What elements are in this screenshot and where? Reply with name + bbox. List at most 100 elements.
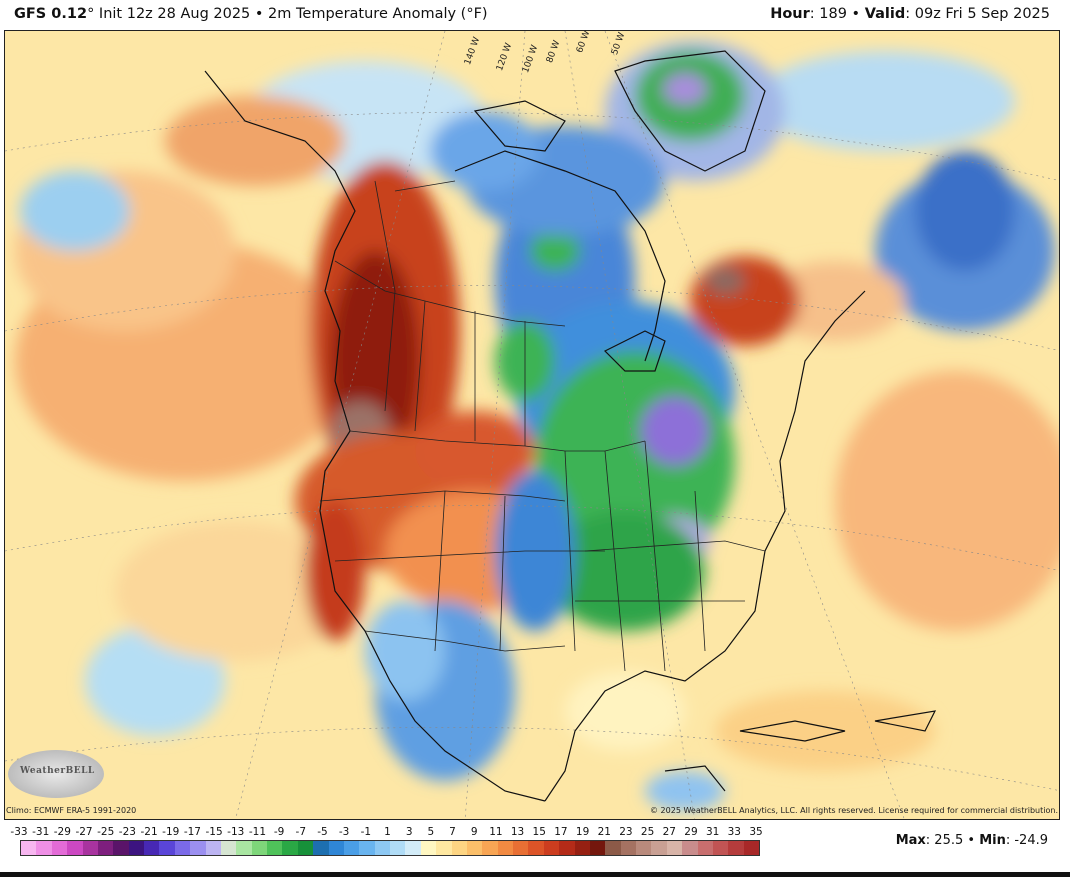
colorbar-swatch (513, 841, 529, 855)
colorbar-swatch (405, 841, 421, 855)
colorbar-tick-label: -25 (97, 826, 115, 838)
colorbar-swatch (144, 841, 160, 855)
colorbar-swatch (497, 841, 513, 855)
min-label: Min (979, 833, 1006, 848)
colorbar-tick-label: 21 (597, 826, 611, 838)
colorbar-tick-label: -11 (248, 826, 267, 838)
colorbar-tick-label: 27 (662, 826, 676, 838)
colorbar-swatch (697, 841, 713, 855)
colorbar-tick-label: 15 (532, 826, 546, 838)
colorbar-swatch (328, 841, 344, 855)
colorbar-swatch (374, 841, 390, 855)
colorbar-swatch (420, 841, 437, 855)
model-name: GFS 0.12 (14, 6, 88, 22)
colorbar-tick-label: -19 (162, 826, 180, 838)
colorbar-swatch (528, 841, 544, 855)
borders (319, 180, 766, 672)
colorbar-swatch (205, 841, 221, 855)
colorbar-tick-label: 11 (489, 826, 503, 838)
colorbar-tick-label: 29 (684, 826, 698, 838)
colorbar-tick-label: 25 (640, 826, 655, 838)
climo-note: Climo: ECMWF ERA-5 1991-2020 (6, 806, 137, 815)
max-value: : 25.5 • (925, 833, 980, 848)
colorbar-swatch (113, 841, 129, 855)
colorbar-tick-label: 9 (470, 826, 478, 838)
colorbar-swatch (482, 841, 498, 855)
colorbar-tick-label: 33 (727, 826, 741, 838)
max-min-readout: Max: 25.5 • Min: -24.9 (896, 833, 1048, 848)
copyright-note: © 2025 WeatherBELL Analytics, LLC. All r… (650, 806, 1058, 815)
colorbar-tick-label: 31 (705, 826, 720, 838)
colorbar-tick-label: -9 (273, 826, 285, 838)
logo-text: WeatherBELL (20, 766, 95, 776)
colorbar-swatch (97, 841, 114, 855)
title-right: Hour: 189 • Valid: 09z Fri 5 Sep 2025 (770, 6, 1050, 22)
colorbar-tick-label: 23 (619, 826, 633, 838)
title-left: GFS 0.12° Init 12z 28 Aug 2025 • 2m Temp… (14, 6, 488, 22)
anomaly-map: 140 W 120 W 100 W 80 W 60 W 50 W (4, 30, 1060, 820)
bottom-rule (0, 872, 1070, 877)
colorbar (20, 840, 760, 856)
colorbar-tick-labels: -33 -31 -29 -27 -25 -23 -21 -19 -17 -15 -13 -11 -9 -7… (10, 826, 770, 840)
min-value: : -24.9 (1005, 833, 1048, 848)
colorbar-swatch (36, 841, 52, 855)
colorbar-tick-label: -17 (183, 826, 201, 838)
colorbar-swatch (466, 841, 483, 855)
colorbar-swatch (159, 841, 175, 855)
anomaly-fill (15, 41, 1059, 811)
colorbar-tick-label: -23 (118, 826, 136, 838)
colorbar-tick-label: -1 (360, 826, 372, 838)
colorbar-swatch (21, 841, 37, 855)
colorbar-tick-label: 35 (749, 826, 763, 838)
colorbar-swatch (574, 841, 590, 855)
colorbar-swatch (220, 841, 237, 855)
colorbar-swatch (682, 841, 698, 855)
colorbar-swatch (451, 841, 467, 855)
colorbar-swatch (251, 841, 267, 855)
colorbar-swatch (190, 841, 206, 855)
hour-label: Hour (770, 6, 810, 22)
colorbar-swatch (605, 841, 621, 855)
hour-value: : 189 • (809, 6, 865, 22)
colorbar-swatch (267, 841, 283, 855)
init-and-field: ° Init 12z 28 Aug 2025 • 2m Temperature … (87, 6, 488, 22)
colorbar-tick-label: -27 (75, 826, 93, 838)
colorbar-swatch (651, 841, 667, 855)
colorbar-swatch (436, 841, 452, 855)
colorbar-tick-label: 19 (575, 826, 590, 838)
colorbar-tick-label: -7 (295, 826, 307, 838)
colorbar-swatch (666, 841, 683, 855)
colorbar-swatch (297, 841, 314, 855)
colorbar-swatch (51, 841, 68, 855)
colorbar-tick-label: 3 (405, 826, 413, 838)
colorbar-swatch (82, 841, 98, 855)
colorbar-swatch (359, 841, 375, 855)
colorbar-tick-label: -31 (32, 826, 50, 838)
colorbar-tick-label: 7 (449, 826, 456, 838)
colorbar-tick-label: 5 (427, 826, 435, 838)
colorbar-swatch (313, 841, 329, 855)
colorbar-tick-label: -3 (338, 826, 350, 838)
colorbar-swatch (743, 841, 759, 855)
colorbar-swatch (589, 841, 606, 855)
colorbar-swatch (236, 841, 252, 855)
colorbar-tick-label: -5 (317, 826, 328, 838)
colorbar-swatch (728, 841, 744, 855)
colorbar-swatch (174, 841, 191, 855)
colorbar-tick-label: -33 (10, 826, 28, 838)
anomaly-map-canvas (5, 31, 1059, 819)
map-header: GFS 0.12° Init 12z 28 Aug 2025 • 2m Temp… (0, 0, 1070, 30)
colorbar-swatch (559, 841, 575, 855)
colorbar-swatch (390, 841, 406, 855)
colorbar-swatch (620, 841, 636, 855)
colorbar-swatch (543, 841, 560, 855)
colorbar-swatch (343, 841, 360, 855)
colorbar-swatch (282, 841, 298, 855)
colorbar-tick-label: 13 (510, 826, 525, 838)
colorbar-tick-label: 1 (384, 826, 391, 838)
colorbar-swatch (712, 841, 729, 855)
colorbar-swatch (636, 841, 652, 855)
colorbar-tick-label: -13 (227, 826, 245, 838)
valid-label: Valid (864, 6, 906, 22)
graticule (5, 31, 1059, 819)
